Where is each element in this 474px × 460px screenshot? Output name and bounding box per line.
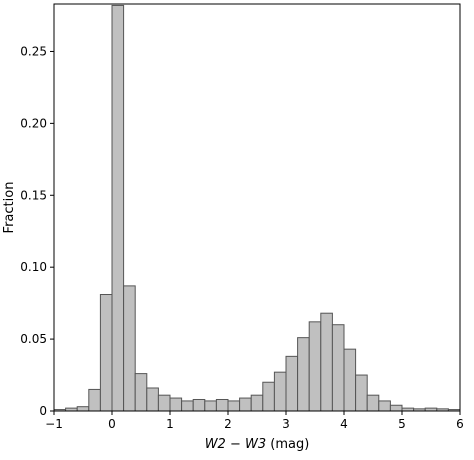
y-tick-label: 0.05 <box>20 332 47 346</box>
histogram-bar <box>169 397 183 412</box>
bars-group <box>53 4 461 412</box>
x-tick-label: 2 <box>224 417 232 431</box>
histogram-bar <box>308 321 322 412</box>
y-tick-label: 0.15 <box>20 188 47 202</box>
histogram-bar <box>355 374 368 412</box>
histogram-bar <box>285 355 299 412</box>
histogram-bar <box>157 394 171 412</box>
histogram-bar <box>134 373 148 412</box>
histogram-bar <box>76 406 90 412</box>
histogram-bar <box>343 348 357 412</box>
histogram-bar <box>262 381 275 412</box>
histogram-bar <box>239 397 252 412</box>
histogram-bar <box>215 398 229 412</box>
plot-frame <box>53 3 461 412</box>
x-tick-label: 0 <box>108 417 116 431</box>
y-tick-label: 0.25 <box>20 44 47 58</box>
histogram-bar <box>99 294 113 412</box>
x-axis-label-unit: (mag) <box>266 437 309 452</box>
histogram-bar <box>297 337 310 412</box>
x-axis-label: W2 − W3 (mag) <box>205 437 310 452</box>
histogram-bar <box>366 394 380 412</box>
x-tick-label: −1 <box>45 417 63 431</box>
histogram-bar <box>181 400 194 412</box>
histogram-bar <box>320 312 333 412</box>
histogram-bar <box>146 387 159 412</box>
histogram-bar <box>227 400 241 412</box>
histogram-bar <box>250 394 264 412</box>
histogram-bar <box>111 4 125 412</box>
x-tick-label: 3 <box>282 417 290 431</box>
histogram-bar <box>273 371 287 412</box>
y-tick-label: 0.10 <box>20 260 47 274</box>
x-tick-label: 6 <box>456 417 464 431</box>
histogram-bar <box>192 398 206 412</box>
histogram-bar <box>378 400 391 412</box>
histogram-bar <box>88 388 101 412</box>
histogram-bar <box>204 400 217 412</box>
y-tick-label: 0 <box>39 404 47 418</box>
histogram-bar <box>123 285 136 412</box>
histogram-bar <box>331 324 345 412</box>
y-axis-ticks: 0 0.05 0.10 0.15 0.20 0.25 <box>20 44 54 418</box>
y-tick-label: 0.20 <box>20 116 47 130</box>
x-axis-ticks: −1 0 1 2 3 4 5 6 <box>45 411 464 431</box>
x-tick-label: 4 <box>340 417 348 431</box>
x-tick-label: 1 <box>166 417 174 431</box>
y-axis-label: Fraction <box>2 182 17 234</box>
x-axis-label-main: W2 − W3 <box>205 437 266 452</box>
x-tick-label: 5 <box>398 417 406 431</box>
histogram-bar <box>389 404 403 412</box>
